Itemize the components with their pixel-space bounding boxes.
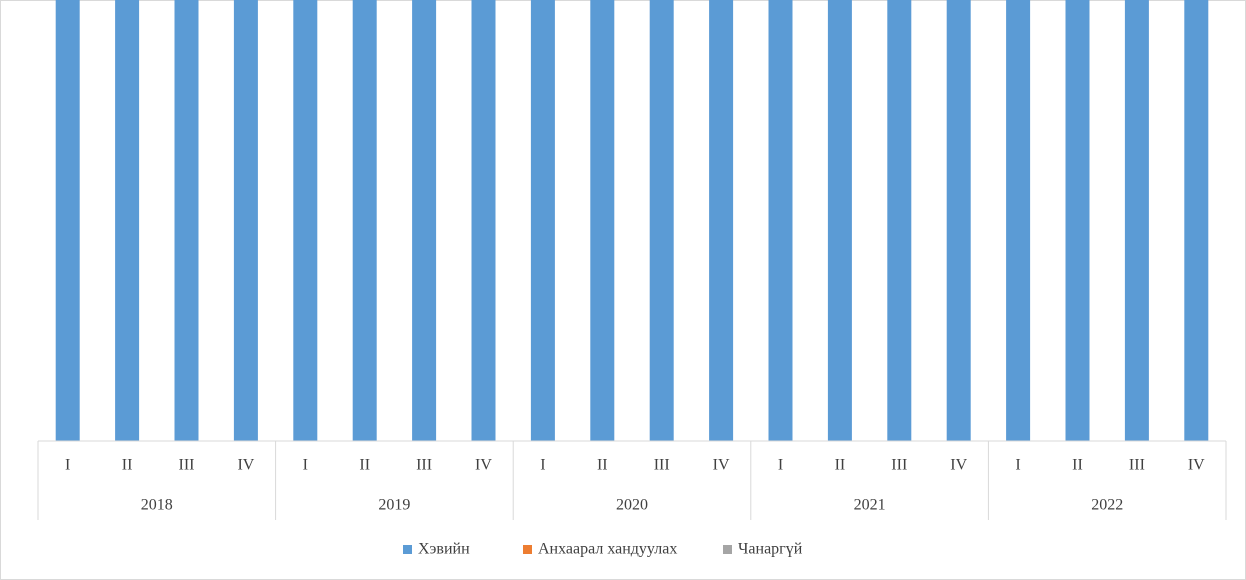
bar-segment (827, 0, 852, 442)
bar-segment (233, 0, 258, 441)
x-tick-label: III (416, 457, 432, 474)
bar-segment (1124, 0, 1149, 441)
legend-swatch (723, 545, 732, 554)
x-tick-label: IV (1188, 457, 1205, 474)
legend-label: Чанаргүй (738, 541, 803, 558)
bar-segment (649, 0, 674, 442)
x-tick-label: IV (475, 457, 492, 474)
bar-segment (768, 0, 793, 441)
legend-swatch (523, 545, 532, 554)
bar-segment (412, 0, 437, 441)
x-tick-label: II (1072, 457, 1083, 474)
legend-label: Анхаарал хандуулах (538, 541, 677, 558)
bar-segment (115, 0, 140, 442)
group-label: 2020 (616, 497, 648, 514)
bar-segment (55, 0, 80, 442)
bar-segment (471, 0, 496, 441)
x-tick-label: I (540, 457, 545, 474)
x-tick-label: I (1015, 457, 1020, 474)
group-label: 2022 (1091, 497, 1123, 514)
bar-segment (174, 0, 199, 442)
x-tick-label: II (359, 457, 370, 474)
legend-label: Хэвийн (418, 541, 470, 558)
x-tick-label: IV (237, 457, 254, 474)
x-tick-label: III (179, 457, 195, 474)
x-tick-label: II (122, 457, 133, 474)
x-tick-label: III (654, 457, 670, 474)
bar-segment (946, 0, 971, 441)
x-tick-label: IV (950, 457, 967, 474)
bar-segment (352, 0, 377, 442)
group-label: 2021 (854, 497, 886, 514)
bar-segment (1006, 0, 1031, 441)
bar-segment (590, 0, 615, 442)
x-tick-label: II (597, 457, 608, 474)
x-tick-label: I (65, 457, 70, 474)
bar-segment (887, 0, 912, 442)
x-tick-label: I (778, 457, 783, 474)
bar-segment (1065, 0, 1090, 441)
bar-segment (1184, 0, 1209, 441)
bar-segment (709, 0, 734, 441)
legend-swatch (403, 545, 412, 554)
x-tick-label: II (835, 457, 846, 474)
group-label: 2018 (141, 497, 173, 514)
x-tick-label: IV (713, 457, 730, 474)
x-tick-label: I (303, 457, 308, 474)
bar-segment (293, 0, 318, 442)
bar-segment (530, 0, 555, 441)
x-tick-label: III (891, 457, 907, 474)
x-tick-label: III (1129, 457, 1145, 474)
group-label: 2019 (378, 497, 410, 514)
